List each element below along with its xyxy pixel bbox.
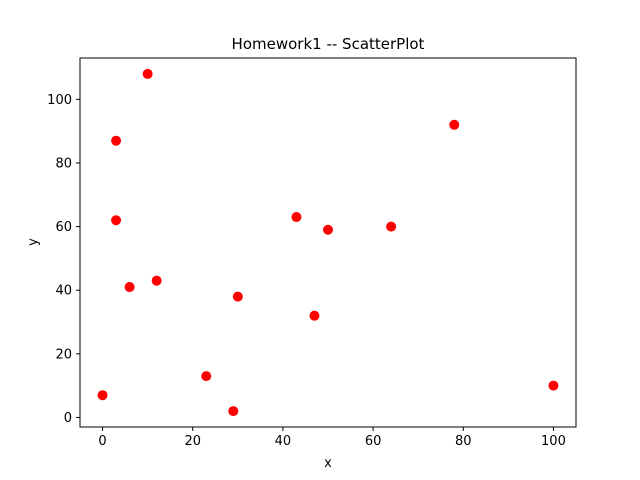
y-tick-label: 0 xyxy=(64,411,72,426)
scatter-point xyxy=(386,221,397,232)
x-tick-label: 60 xyxy=(365,434,382,449)
scatter-point xyxy=(548,380,559,391)
scatter-point xyxy=(309,310,320,321)
x-tick-label: 40 xyxy=(275,434,292,449)
scatter-point xyxy=(111,135,122,146)
scatter-point xyxy=(111,215,122,226)
x-tick-label: 20 xyxy=(184,434,201,449)
plot-frame xyxy=(79,57,577,428)
scatter-point xyxy=(291,212,302,223)
y-tick-label: 80 xyxy=(55,156,72,171)
scatter-point xyxy=(124,282,135,293)
chart-title: Homework1 -- ScatterPlot xyxy=(232,35,425,53)
scatter-point xyxy=(201,371,212,382)
scatter-point xyxy=(97,390,108,401)
y-tick-label: 20 xyxy=(55,347,72,362)
x-tick-label: 0 xyxy=(98,434,106,449)
y-tick-label: 40 xyxy=(55,284,72,299)
scatter-point xyxy=(151,275,162,286)
plot-area: 0 20 40 60 80 100 0 20 40 60 80 100 xyxy=(47,57,577,449)
scatter-point xyxy=(228,406,239,417)
x-tick-label: 100 xyxy=(541,434,566,449)
y-tick-label: 100 xyxy=(47,93,72,108)
x-axis-label: x xyxy=(324,456,332,471)
scatter-point xyxy=(232,291,243,302)
y-tick-label: 60 xyxy=(55,220,72,235)
y-axis-label: y xyxy=(26,238,41,246)
scatter-point xyxy=(449,119,460,130)
scatter-point xyxy=(142,68,153,79)
scatter-point xyxy=(323,224,333,235)
x-tick-label: 80 xyxy=(455,434,472,449)
